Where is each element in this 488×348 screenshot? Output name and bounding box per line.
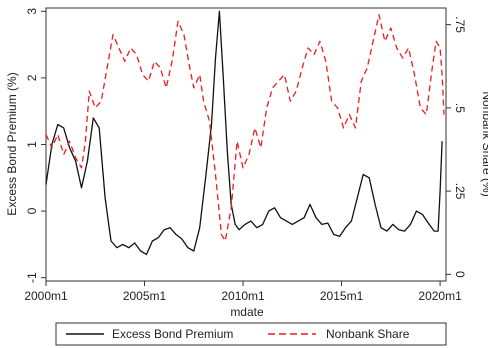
series-line-nonbank-share (45, 14, 445, 242)
y-left-tick-label: 3 (25, 8, 39, 15)
axes-layer: 2000m1 2005m1 2010m1 2015m1 2020m1 -1 0 1 2 3 0 .25… (24, 8, 467, 303)
y-right-tick-label: .75 (453, 16, 467, 33)
y-left-tick-label: 0 (25, 207, 39, 214)
x-tick-label: 2005m1 (123, 289, 167, 303)
x-tick-label: 2020m1 (418, 289, 462, 303)
y-right-tick-label: 0 (453, 271, 467, 278)
legend: Excess Bond Premium Nonbank Share (55, 322, 447, 346)
series-line-excess-bond-premium (45, 10, 443, 256)
y-left-tick-label: 2 (25, 74, 39, 81)
y-axis-label-left: Excess Bond Premium (%) (5, 72, 19, 215)
legend-box (55, 322, 447, 346)
y-axis-label-right: Nonbank Share (%) (480, 91, 488, 196)
y-right-tick-label: .25 (453, 183, 467, 200)
x-axis-label: mdate (230, 305, 264, 319)
series-layer (45, 10, 445, 256)
y-right-tick-label: .5 (453, 103, 467, 113)
x-tick-label: 2015m1 (320, 289, 364, 303)
y-left-tick-label: 1 (25, 141, 39, 148)
x-tick-label: 2000m1 (24, 289, 68, 303)
legend-label-excess-bond-premium: Excess Bond Premium (112, 327, 233, 341)
x-tick-label: 2010m1 (221, 289, 265, 303)
y-left-tick-label: -1 (25, 272, 39, 283)
legend-label-nonbank-share: Nonbank Share (326, 327, 410, 341)
